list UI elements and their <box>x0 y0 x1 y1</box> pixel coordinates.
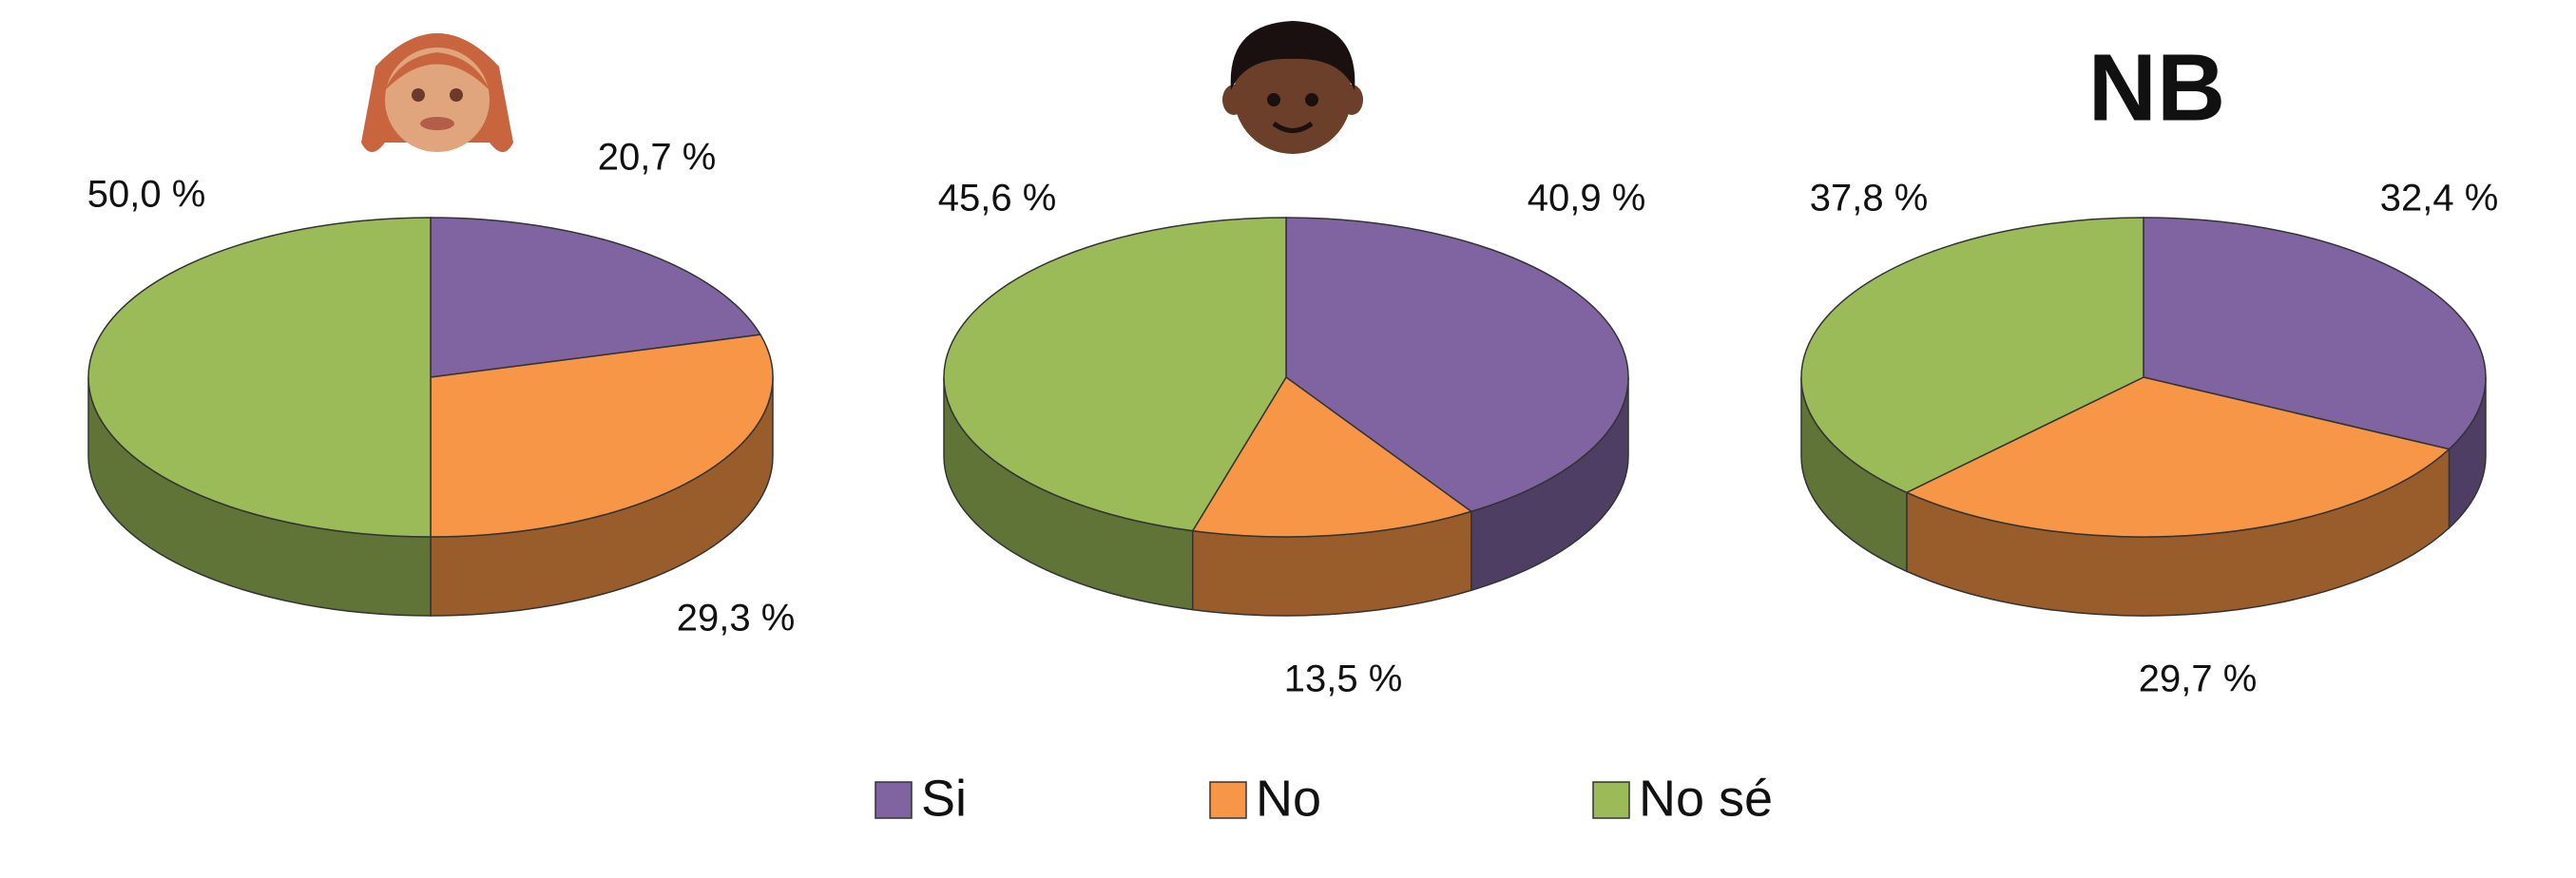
value-label: 29,3 % <box>677 598 796 639</box>
value-label: 50,0 % <box>87 174 206 216</box>
legend-swatch <box>1592 781 1630 819</box>
chart-title: NB <box>2088 34 2225 141</box>
value-label: 37,8 % <box>1810 178 1929 220</box>
value-label: 40,9 % <box>1528 178 1646 220</box>
slice <box>943 217 1287 532</box>
slice <box>1285 217 1629 513</box>
slice <box>1800 217 2144 494</box>
girl-icon <box>361 33 513 152</box>
legend-swatch <box>875 781 913 819</box>
slice <box>87 217 432 538</box>
slice <box>430 334 774 538</box>
value-label: 32,4 % <box>2380 178 2499 220</box>
legend-label: No sé <box>1639 770 1773 827</box>
value-label: 20,7 % <box>598 137 717 179</box>
value-label: 13,5 % <box>1284 658 1403 700</box>
legend-label: Si <box>921 770 967 827</box>
boy-icon <box>1222 21 1363 154</box>
value-label: 45,6 % <box>938 178 1057 220</box>
legend-swatch <box>1209 781 1247 819</box>
value-label: 29,7 % <box>2139 658 2258 700</box>
slice <box>430 217 762 378</box>
slice <box>1905 376 2451 538</box>
slice <box>2143 217 2487 450</box>
legend-label: No <box>1256 770 1321 827</box>
